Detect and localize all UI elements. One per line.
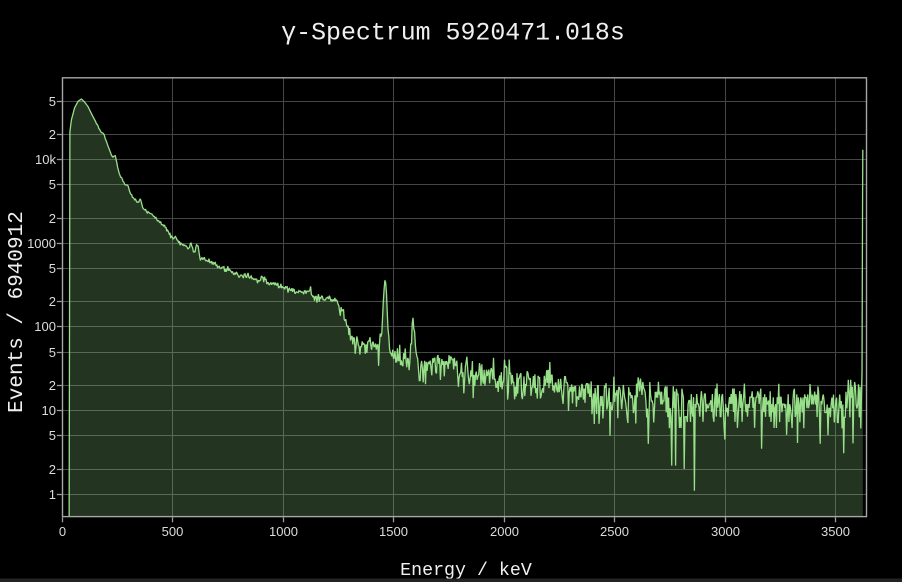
svg-text:1000: 1000 <box>27 236 56 251</box>
svg-text:100: 100 <box>34 319 56 334</box>
svg-text:2: 2 <box>49 127 56 142</box>
svg-text:2500: 2500 <box>600 524 629 539</box>
svg-text:2: 2 <box>49 462 56 477</box>
svg-text:5: 5 <box>49 261 56 276</box>
svg-text:3000: 3000 <box>711 524 740 539</box>
svg-text:1500: 1500 <box>379 524 408 539</box>
svg-text:Energy / keV: Energy / keV <box>400 561 532 581</box>
svg-text:2: 2 <box>49 378 56 393</box>
svg-text:10k: 10k <box>35 152 56 167</box>
svg-text:10: 10 <box>42 403 56 418</box>
svg-text:5: 5 <box>49 345 56 360</box>
svg-text:2: 2 <box>49 294 56 309</box>
svg-text:2000: 2000 <box>490 524 519 539</box>
svg-text:1000: 1000 <box>269 524 298 539</box>
svg-text:5: 5 <box>49 94 56 109</box>
svg-text:2: 2 <box>49 211 56 226</box>
svg-text:1: 1 <box>49 487 56 502</box>
svg-text:γ-Spectrum 5920471.018s: γ-Spectrum 5920471.018s <box>281 20 625 48</box>
svg-text:3500: 3500 <box>821 524 850 539</box>
svg-text:5: 5 <box>49 428 56 443</box>
svg-text:Events / 6940912: Events / 6940912 <box>6 211 29 413</box>
svg-text:5: 5 <box>49 177 56 192</box>
svg-text:500: 500 <box>162 524 184 539</box>
svg-text:0: 0 <box>59 524 66 539</box>
